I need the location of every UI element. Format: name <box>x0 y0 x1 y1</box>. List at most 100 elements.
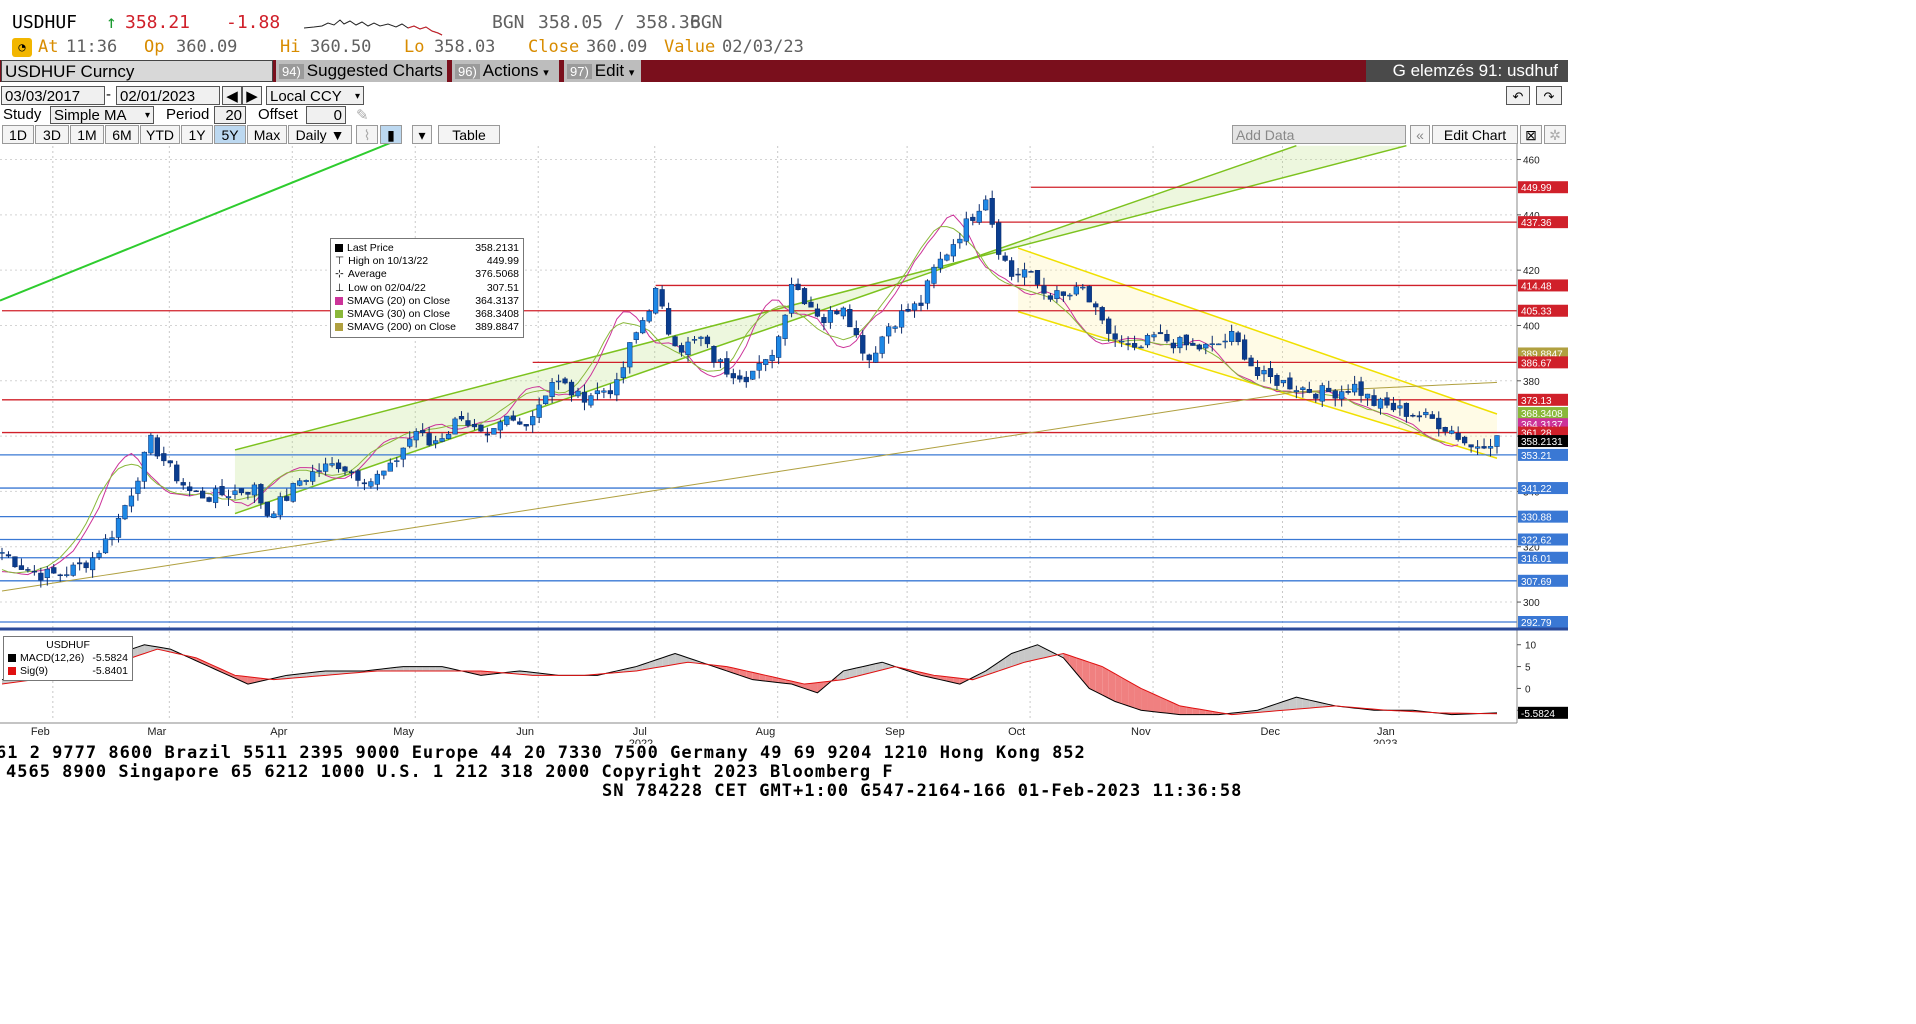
table-button[interactable]: Table <box>438 125 500 144</box>
range-3d[interactable]: 3D <box>35 125 69 144</box>
candle-body <box>102 538 109 554</box>
candle-body <box>523 424 529 427</box>
candle-body <box>788 284 795 314</box>
month-label: Nov <box>1131 726 1151 738</box>
macd-histogram-fill <box>927 673 934 679</box>
prev-period-button[interactable]: ◀ <box>222 86 242 105</box>
candle-body <box>1119 340 1125 343</box>
study-chevron-icon: ▾ <box>144 110 150 121</box>
macd-histogram-fill <box>1108 670 1116 702</box>
macd-histogram-fill <box>1302 698 1310 709</box>
suggested-charts-button[interactable]: 94) Suggested Charts <box>276 60 448 82</box>
candle-body <box>957 238 963 244</box>
collapse-button[interactable]: « <box>1410 125 1430 144</box>
frequency-chevron-icon: ▼ <box>330 127 345 143</box>
edit-chart-button[interactable]: Edit Chart <box>1432 125 1518 144</box>
candle-chart-button[interactable]: ▮ <box>380 125 402 144</box>
candle-body <box>1481 446 1487 449</box>
candle-body <box>232 490 238 495</box>
range-1m[interactable]: 1M <box>70 125 104 144</box>
candle-body <box>238 488 245 494</box>
candle-body <box>724 358 730 375</box>
candle-body <box>25 569 31 571</box>
legend-sma200: SMAVG (200) on Close 389.8847 <box>335 321 519 334</box>
support-resistance-levels <box>0 186 1517 623</box>
candle-body <box>18 565 25 570</box>
arrow-right-icon: ▶ <box>246 88 258 105</box>
candle-body <box>1351 383 1358 393</box>
offset-input[interactable]: 0 <box>306 106 346 124</box>
candle-body <box>543 395 549 405</box>
uptrend-channel-lower <box>234 144 1297 515</box>
frequency-select[interactable]: Daily ▼ <box>288 125 352 144</box>
pencil-icon[interactable]: ✎ <box>356 107 369 124</box>
range-5y[interactable]: 5Y <box>214 125 246 144</box>
end-date-input[interactable]: 02/01/2023 <box>116 86 220 105</box>
price-tag-bg <box>1518 510 1568 523</box>
macd-histogram-fill <box>1186 706 1193 715</box>
candle-body <box>1416 415 1422 418</box>
candle-body <box>400 447 406 460</box>
macd-histogram-fill <box>1063 653 1070 666</box>
price-tag-bg <box>1518 533 1568 546</box>
legend-sma20-label: SMAVG (20) on Close <box>347 294 451 307</box>
candle-body <box>361 482 368 485</box>
bid-source: BGN <box>492 12 525 33</box>
moving-averages <box>1 214 1498 592</box>
period-input[interactable]: 20 <box>214 106 246 124</box>
candle-body <box>775 336 782 358</box>
candle-body <box>1015 273 1021 276</box>
add-data-input[interactable]: Add Data <box>1232 125 1406 144</box>
undo-button[interactable]: ↶ <box>1506 86 1530 105</box>
candle-body <box>1106 318 1112 334</box>
chart-type-dropdown[interactable]: ▾ <box>412 125 432 144</box>
price-tag-bg <box>1518 393 1568 406</box>
redo-button[interactable]: ↷ <box>1536 86 1562 105</box>
range-6m[interactable]: 6M <box>105 125 139 144</box>
chart-settings-button[interactable]: ⊠ <box>1520 125 1542 144</box>
candle-body <box>335 462 342 470</box>
edit-chart-label: Edit Chart <box>1443 127 1507 143</box>
candle-body <box>1371 395 1377 406</box>
currency-select[interactable]: Local CCY ▾ <box>266 86 364 105</box>
macd-histogram-fill <box>1069 655 1077 674</box>
edit-num: 97) <box>567 64 592 79</box>
gear-button[interactable]: ✲ <box>1544 125 1566 144</box>
month-label: May <box>393 726 414 738</box>
footer-contact-line-2: 4565 8900 Singapore 65 6212 1000 U.S. 1 … <box>6 762 894 782</box>
range-ytd[interactable]: YTD <box>140 125 180 144</box>
range-1d[interactable]: 1D <box>2 125 34 144</box>
start-date-input[interactable]: 03/03/2017 <box>1 86 105 105</box>
edit-menu[interactable]: 97) Edit ▾ <box>564 60 642 82</box>
macd-histogram-fill <box>1179 705 1187 715</box>
candle-body <box>924 280 931 304</box>
range-max[interactable]: Max <box>247 125 287 144</box>
candle-body <box>860 335 866 354</box>
line-chart-button[interactable]: ⌇ <box>356 125 378 144</box>
arrow-left-icon: ◀ <box>226 88 238 105</box>
macd-histogram-fill <box>1173 702 1180 715</box>
range-1y[interactable]: 1Y <box>181 125 213 144</box>
price-tag-label: 322.62 <box>1521 535 1552 546</box>
candle-body <box>1254 367 1261 376</box>
security-field[interactable]: USDHUF Curncy <box>1 60 273 82</box>
candle-body <box>122 505 128 520</box>
candle-body <box>918 302 924 306</box>
next-period-button[interactable]: ▶ <box>242 86 262 105</box>
macd-histogram-fill <box>319 670 326 676</box>
candle-body <box>271 513 277 518</box>
candle-body <box>1080 286 1086 289</box>
macd-histogram-fill <box>843 669 850 680</box>
candle-body <box>983 199 989 211</box>
candle-body <box>1170 342 1177 349</box>
actions-menu[interactable]: 96) Actions ▾ <box>452 60 560 82</box>
macd-tick-label: 0 <box>1525 684 1531 695</box>
price-chart[interactable]: 300320340360380400420440460 449.99437.36… <box>0 144 1568 744</box>
legend-sma30: SMAVG (30) on Close 368.3408 <box>335 308 519 321</box>
macd-histogram-fill <box>746 670 753 680</box>
study-select[interactable]: Simple MA ▾ <box>50 106 154 124</box>
candle-body <box>1293 390 1300 393</box>
candle-body <box>329 463 335 466</box>
legend-swatch-signal <box>8 667 16 676</box>
